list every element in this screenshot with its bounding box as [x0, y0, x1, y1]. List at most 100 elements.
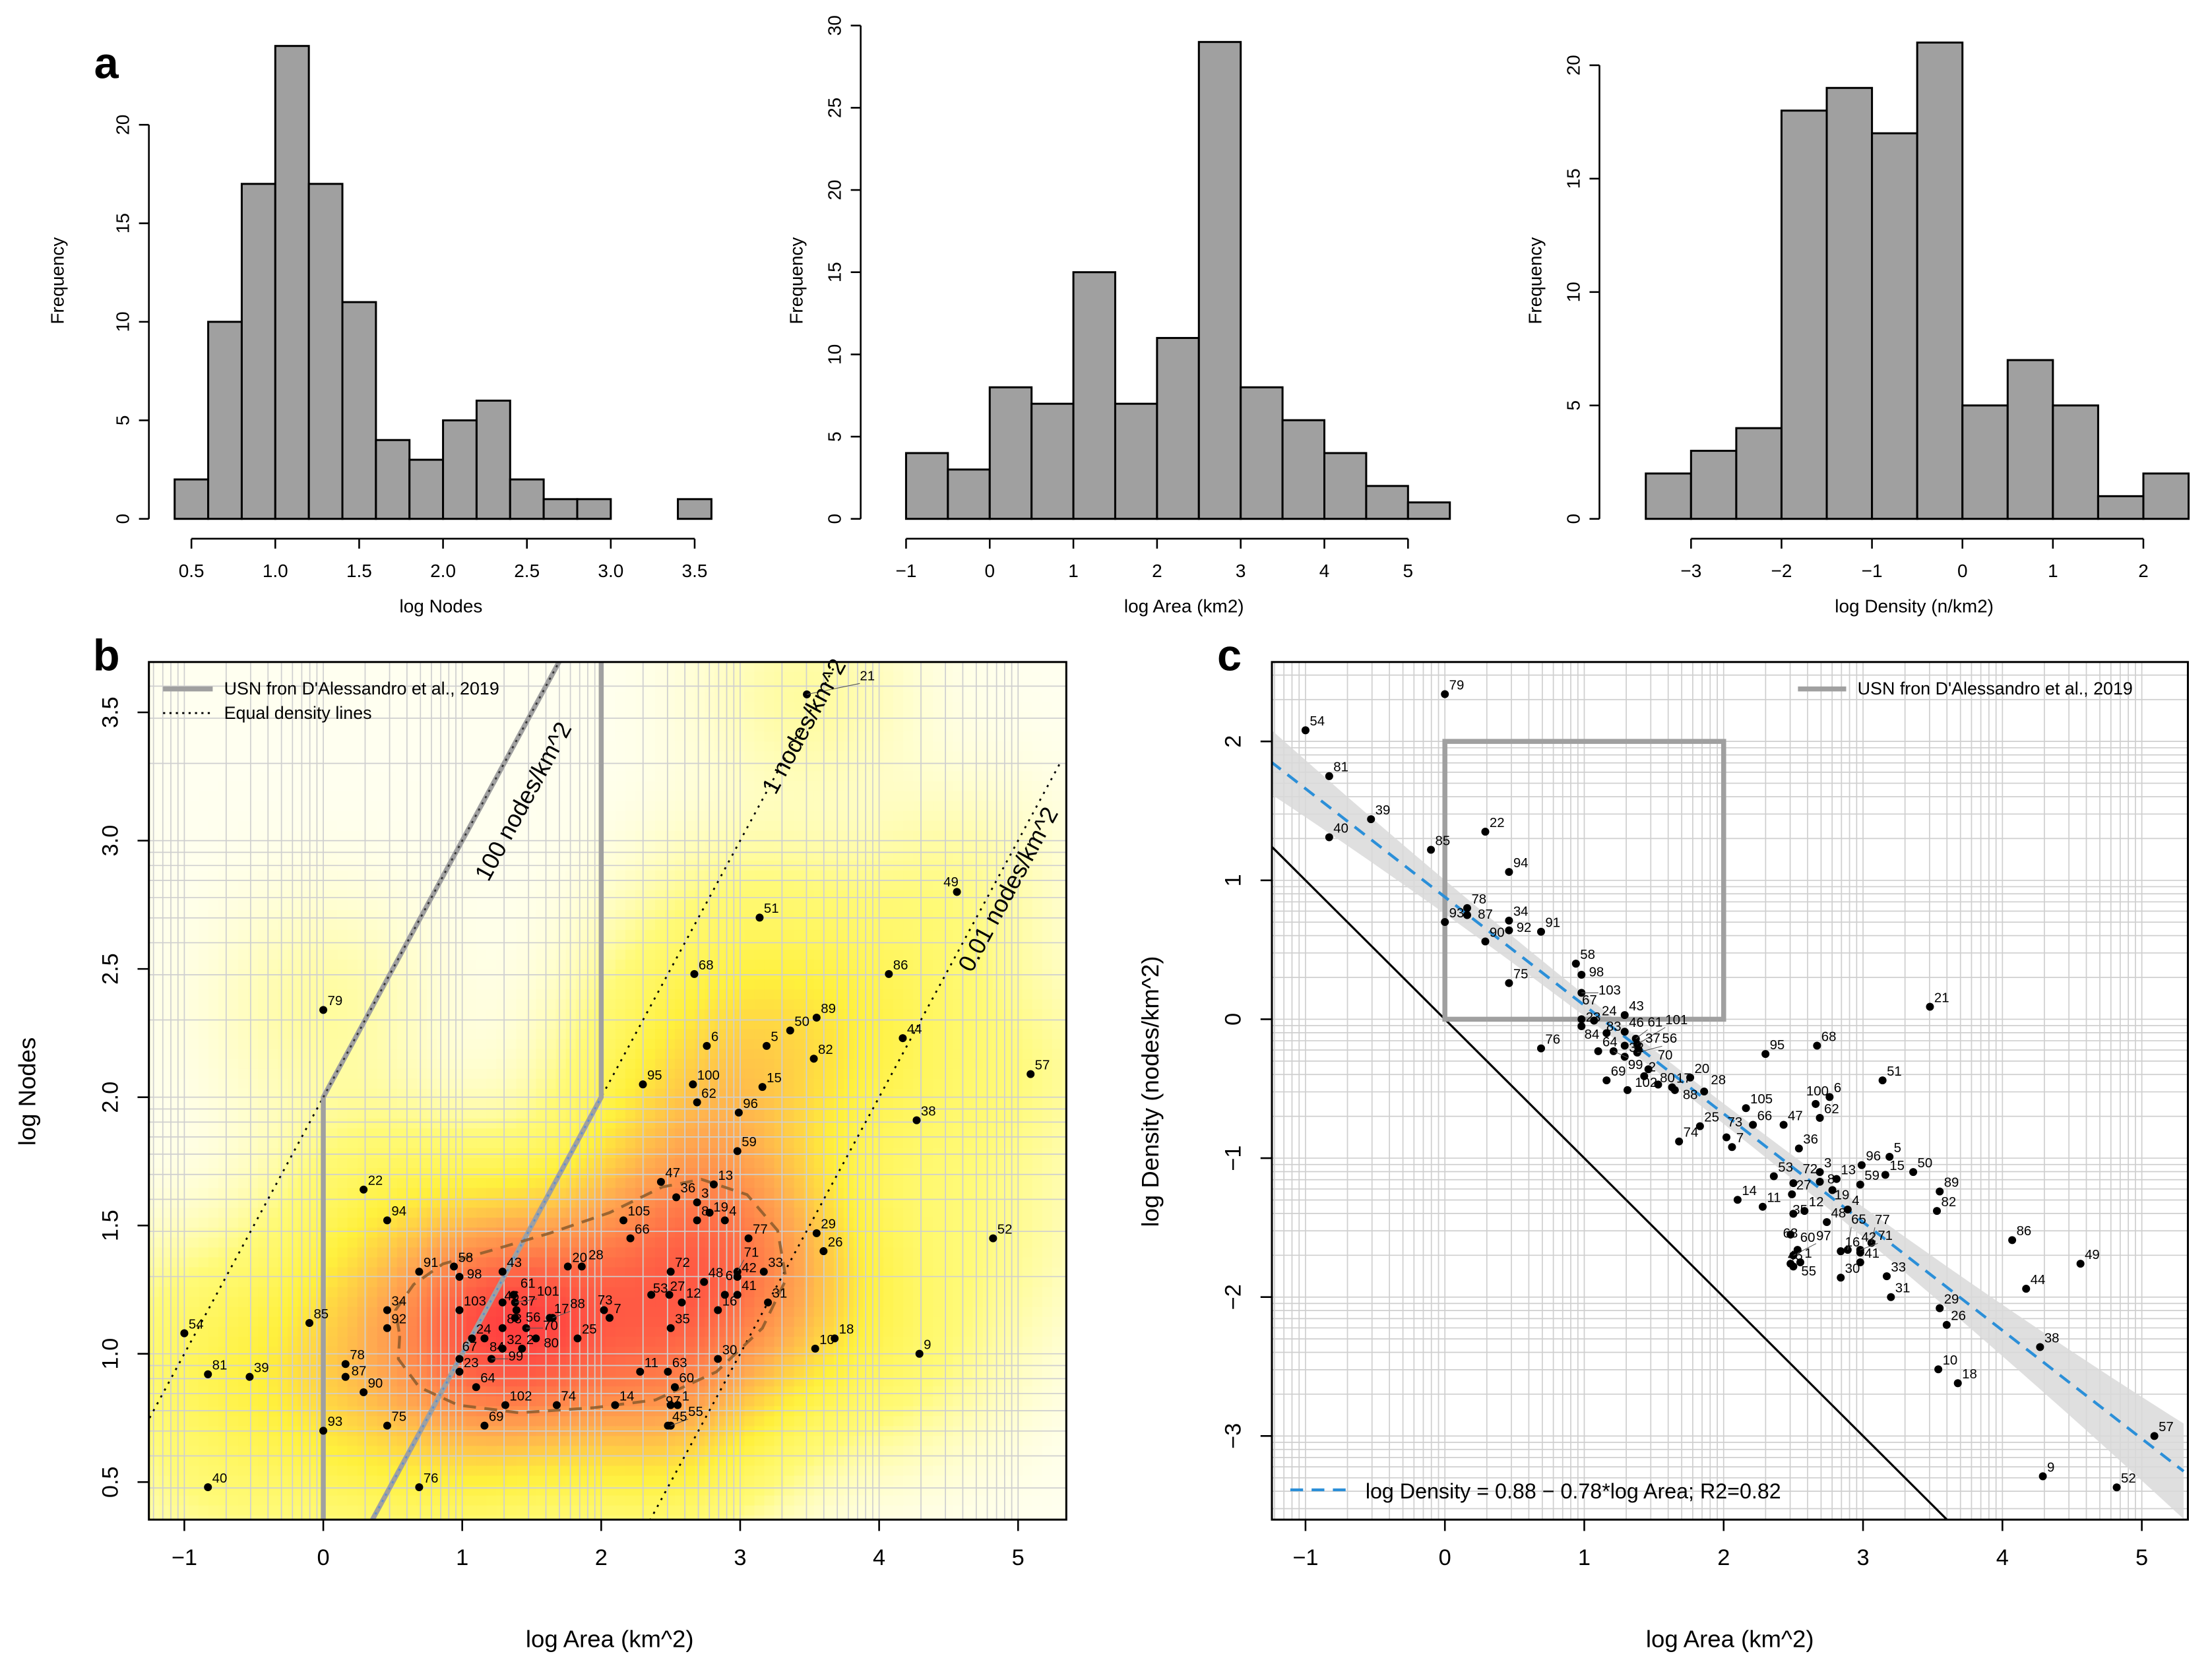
x-tick-label: 1.0: [263, 561, 288, 581]
density-cell: [198, 1158, 210, 1169]
density-cell: [218, 940, 230, 951]
density-cell: [238, 900, 249, 911]
density-cell: [645, 900, 656, 911]
density-cell: [476, 712, 488, 723]
density-cell: [248, 731, 259, 743]
density-cell: [248, 751, 259, 762]
density-cell: [148, 1198, 160, 1209]
density-cell: [635, 1485, 647, 1496]
density-cell: [476, 1108, 488, 1119]
density-cell: [615, 751, 626, 762]
density-cell: [188, 820, 199, 832]
density-cell: [278, 950, 289, 961]
density-cell: [565, 950, 577, 961]
density-cell: [258, 880, 269, 891]
density-cell: [615, 1158, 626, 1169]
density-cell: [278, 930, 289, 941]
density-cell: [695, 661, 706, 673]
density-cell: [278, 979, 289, 991]
density-cell: [327, 701, 338, 713]
density-cell: [685, 930, 696, 941]
density-cell: [665, 1237, 676, 1248]
density-cell: [695, 811, 706, 822]
density-cell: [466, 1406, 478, 1417]
density-cell: [416, 1247, 428, 1258]
density-cell: [416, 1148, 428, 1159]
density-cell: [565, 989, 577, 1000]
density-cell: [327, 1128, 338, 1140]
density-cell: [158, 731, 170, 743]
density-cell: [367, 801, 378, 812]
density-cell: [675, 1019, 686, 1030]
density-cell: [605, 1367, 616, 1378]
density-cell: [396, 1237, 408, 1248]
density-cell: [695, 1456, 706, 1467]
density-cell: [655, 741, 666, 753]
density-cell: [377, 1456, 388, 1467]
x-tick-label: −1: [896, 561, 917, 581]
density-cell: [387, 1367, 398, 1378]
density-cell: [218, 900, 230, 911]
density-cell: [258, 1257, 269, 1268]
density-cell: [555, 1188, 567, 1199]
density-cell: [625, 1367, 636, 1378]
density-cell: [347, 1326, 358, 1337]
density-cell: [466, 791, 478, 802]
density-cell: [387, 909, 398, 921]
density-cell: [695, 681, 706, 693]
density-cell: [615, 890, 626, 901]
density-cell: [466, 1346, 478, 1358]
density-cell: [337, 1148, 348, 1159]
density-cell: [387, 1247, 398, 1258]
density-cell: [516, 741, 527, 753]
density-cell: [228, 880, 239, 891]
density-cell: [377, 999, 388, 1010]
density-cell: [357, 1118, 368, 1130]
density-cell: [258, 681, 269, 693]
density-cell: [208, 870, 220, 881]
density-cell: [615, 909, 626, 921]
density-cell: [377, 1059, 388, 1070]
density-cell: [208, 741, 220, 753]
density-cell: [526, 1416, 537, 1427]
density-cell: [298, 1257, 309, 1268]
density-cell: [575, 950, 586, 961]
density-cell: [675, 661, 686, 673]
density-cell: [238, 870, 249, 881]
density-cell: [635, 1247, 647, 1258]
density-cell: [516, 999, 527, 1010]
density-cell: [337, 1287, 348, 1298]
density-cell: [486, 1138, 497, 1150]
density-cell: [635, 722, 647, 733]
density-cell: [466, 840, 478, 851]
density-cell: [416, 801, 428, 812]
density-cell: [238, 1227, 249, 1239]
density-cell: [148, 781, 160, 792]
density-cell: [605, 1148, 616, 1159]
density-cell: [188, 661, 199, 673]
density-cell: [486, 1316, 497, 1328]
density-cell: [367, 919, 378, 931]
density-cell: [198, 1316, 210, 1328]
density-cell: [546, 1277, 557, 1288]
density-cell: [148, 909, 160, 921]
density-cell: [655, 1436, 666, 1447]
density-cell: [685, 1168, 696, 1179]
density-cell: [615, 791, 626, 802]
density-cell: [337, 1316, 348, 1328]
density-cell: [406, 1346, 418, 1358]
density-cell: [466, 1178, 478, 1189]
density-cell: [695, 1367, 706, 1378]
density-cell: [367, 1326, 378, 1337]
density-cell: [258, 671, 269, 683]
density-cell: [437, 850, 448, 861]
density-cell: [546, 701, 557, 713]
density-cell: [288, 880, 299, 891]
density-cell: [635, 1446, 647, 1457]
density-cell: [437, 1336, 448, 1348]
density-cell: [635, 1465, 647, 1477]
density-cell: [327, 1009, 338, 1020]
density-cell: [416, 1138, 428, 1150]
density-cell: [327, 870, 338, 881]
